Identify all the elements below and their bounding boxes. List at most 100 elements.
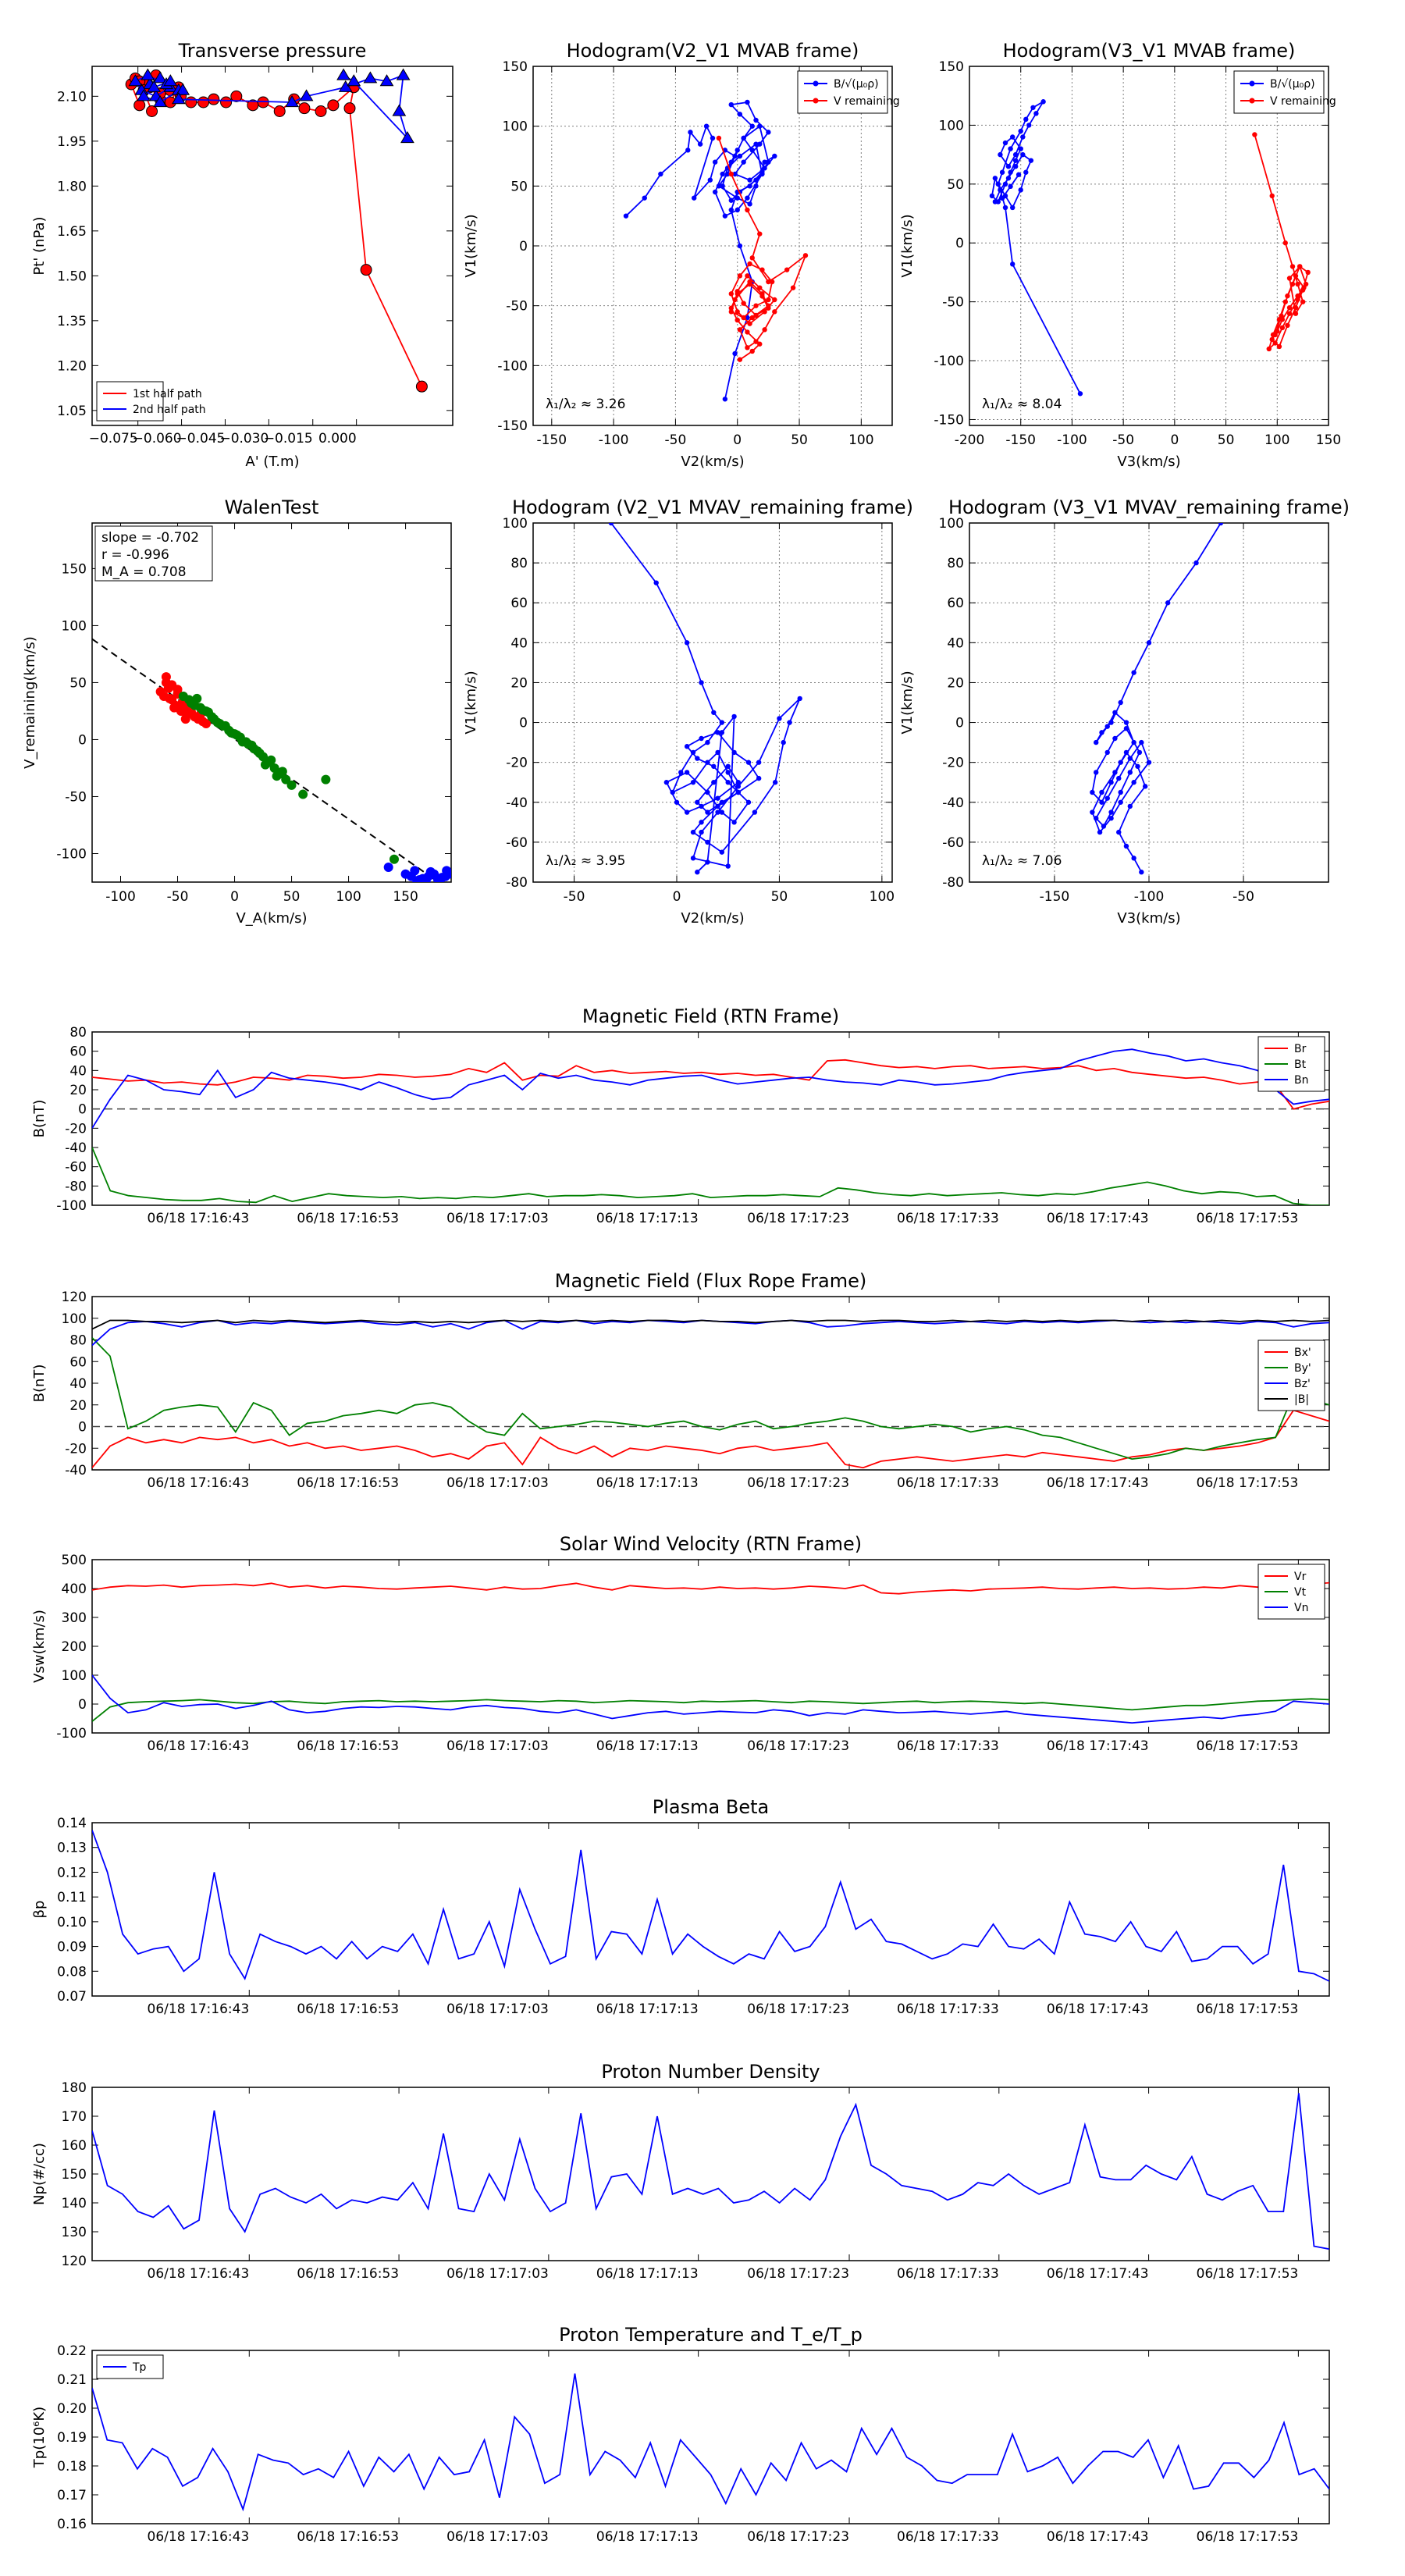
series-v-remaining-point [1286, 304, 1293, 311]
legend-label: Bn [1294, 1074, 1308, 1087]
y-tick-label: 150 [503, 59, 528, 75]
series-b-sqrt-mu0-rho-point [757, 141, 763, 147]
series-b-sqrt-mu0-rho-point [753, 141, 759, 147]
legend: Vr Vt Vn [1257, 1564, 1325, 1620]
y-tick-label: 0 [519, 716, 528, 731]
y-axis-label: Np(#/cc) [31, 2143, 48, 2205]
x-tick-label: 06/18 17:17:53 [1197, 1475, 1299, 1491]
series-v-remaining-point [1116, 775, 1122, 781]
legend-label: B/√(μ₀ρ) [834, 78, 879, 91]
y-tick-label: -100 [934, 354, 964, 369]
series-v-remaining-point [1116, 829, 1122, 835]
y-tick-label: 80 [69, 1025, 87, 1041]
series-v-remaining-point [749, 315, 755, 321]
series-green-point [269, 763, 279, 773]
y-tick-label: 40 [947, 635, 964, 651]
series-v-remaining-point [728, 309, 734, 315]
series-v-remaining-point [1123, 843, 1129, 849]
series-b-sqrt-mu0-rho-point [1005, 176, 1012, 181]
series-b-sqrt-mu0-rho-point [1008, 146, 1013, 151]
y-tick-label: 40 [69, 1063, 87, 1079]
y-tick-label: 120 [62, 1290, 87, 1305]
series-v-remaining-point [766, 297, 771, 303]
series-b-sqrt-mu0-rho-point [623, 213, 629, 219]
series-v-remaining-point [735, 291, 740, 297]
series-v-remaining-point [745, 760, 752, 765]
y-axis-label: B(nT) [31, 1100, 48, 1138]
series-v-remaining-point [1112, 770, 1118, 775]
series-v-remaining-point [684, 640, 690, 646]
series-v-remaining-point [741, 315, 746, 321]
y-tick-label: 150 [62, 561, 87, 577]
series-v-remaining-point [747, 261, 752, 267]
series-b-sqrt-mu0-rho-point [1020, 151, 1026, 158]
series-b-sqrt-mu0-rho-point [685, 148, 691, 153]
x-axis-label: V3(km/s) [1117, 910, 1180, 927]
series-b-sqrt-mu0-rho-point [766, 130, 771, 135]
series-v-remaining-point [772, 297, 777, 303]
y-tick-label: 140 [62, 2196, 87, 2211]
series-v-remaining-point [1108, 720, 1114, 725]
y-tick-label: 100 [62, 618, 87, 634]
plot-area [92, 2373, 1329, 2512]
x-tick-label: 06/18 17:17:03 [446, 1211, 549, 1226]
plot-area [1090, 523, 1224, 875]
series-v-remaining-point [741, 301, 746, 306]
y-tick-label: 130 [62, 2225, 87, 2240]
y-axis-label: V_remaining(km/s) [22, 636, 38, 769]
legend-label: Vr [1294, 1571, 1307, 1583]
x-axis-label: V2(km/s) [681, 454, 744, 470]
legend: B/√(μ₀ρ) V remaining [797, 70, 900, 114]
series-v-remaining-point [1094, 816, 1099, 821]
y-axis-label: V1(km/s) [463, 214, 479, 277]
legend-label: |B| [1294, 1393, 1309, 1406]
series-v-remaining-point [753, 339, 759, 344]
y-tick-label: 0 [955, 716, 964, 731]
y-tick-label: 0.22 [57, 2343, 87, 2359]
series-v-remaining-point [719, 730, 725, 735]
series-v-remaining-point [766, 305, 771, 311]
series-bn-line [92, 1048, 1329, 1129]
y-tick-label: 100 [503, 119, 528, 135]
series-b-sqrt-mu0-rho-point [998, 187, 1003, 193]
series-v-remaining-point [1266, 346, 1272, 352]
series-v-remaining-point [1252, 132, 1257, 137]
series-v-remaining-point [752, 809, 758, 815]
series-v-remaining-point [690, 829, 696, 835]
series-b-sqrt-mu0-rho-point [1028, 158, 1034, 163]
series-b-sqrt-mu0-rho-point [722, 213, 728, 219]
series-v-remaining-point [705, 859, 710, 865]
series-v-remaining-point [1142, 784, 1148, 789]
y-tick-label: -40 [65, 1463, 87, 1478]
plot-area [125, 68, 428, 393]
x-tick-label: −0.030 [219, 431, 269, 447]
x-tick-label: 06/18 17:17:43 [1047, 2001, 1149, 2017]
series-blue-point [442, 866, 451, 876]
x-tick-label: 50 [791, 432, 808, 448]
x-tick-label: -150 [536, 432, 567, 448]
series-1st-half-path-point [185, 96, 197, 109]
y-tick-label: 0.12 [57, 1865, 87, 1880]
y-tick-label: 60 [510, 596, 528, 611]
series-v-remaining-point [1286, 276, 1293, 281]
series-v-remaining-point [705, 760, 710, 765]
series-b-sqrt-mu0-rho-point [1033, 111, 1039, 116]
series-b-sqrt-mu0-rho-point [720, 171, 725, 177]
x-tick-label: −0.075 [89, 431, 138, 447]
y-tick-label: 0.07 [57, 1989, 87, 2005]
legend: 1st half path 2nd half path [96, 381, 206, 422]
x-tick-label: 06/18 17:17:43 [1047, 1475, 1149, 1491]
series-2nd-half-path-point [285, 95, 299, 108]
y-tick-label: -100 [56, 1726, 87, 1742]
series-b-sqrt-mu0-rho-point [692, 195, 697, 201]
series-b-sqrt-mu0-rho-point [688, 130, 693, 135]
series-v-remaining-point [663, 780, 670, 785]
y-tick-label: 60 [69, 1044, 87, 1060]
chart-title: Hodogram (V3_V1 MVAV_remaining frame) [948, 496, 1350, 518]
x-tick-label: 150 [1316, 432, 1341, 448]
series-green-point [281, 774, 291, 785]
series-b-sqrt-mu0-rho-point [737, 112, 743, 117]
series-v-remaining-point [719, 849, 725, 855]
series-v-remaining-point [1094, 770, 1099, 775]
